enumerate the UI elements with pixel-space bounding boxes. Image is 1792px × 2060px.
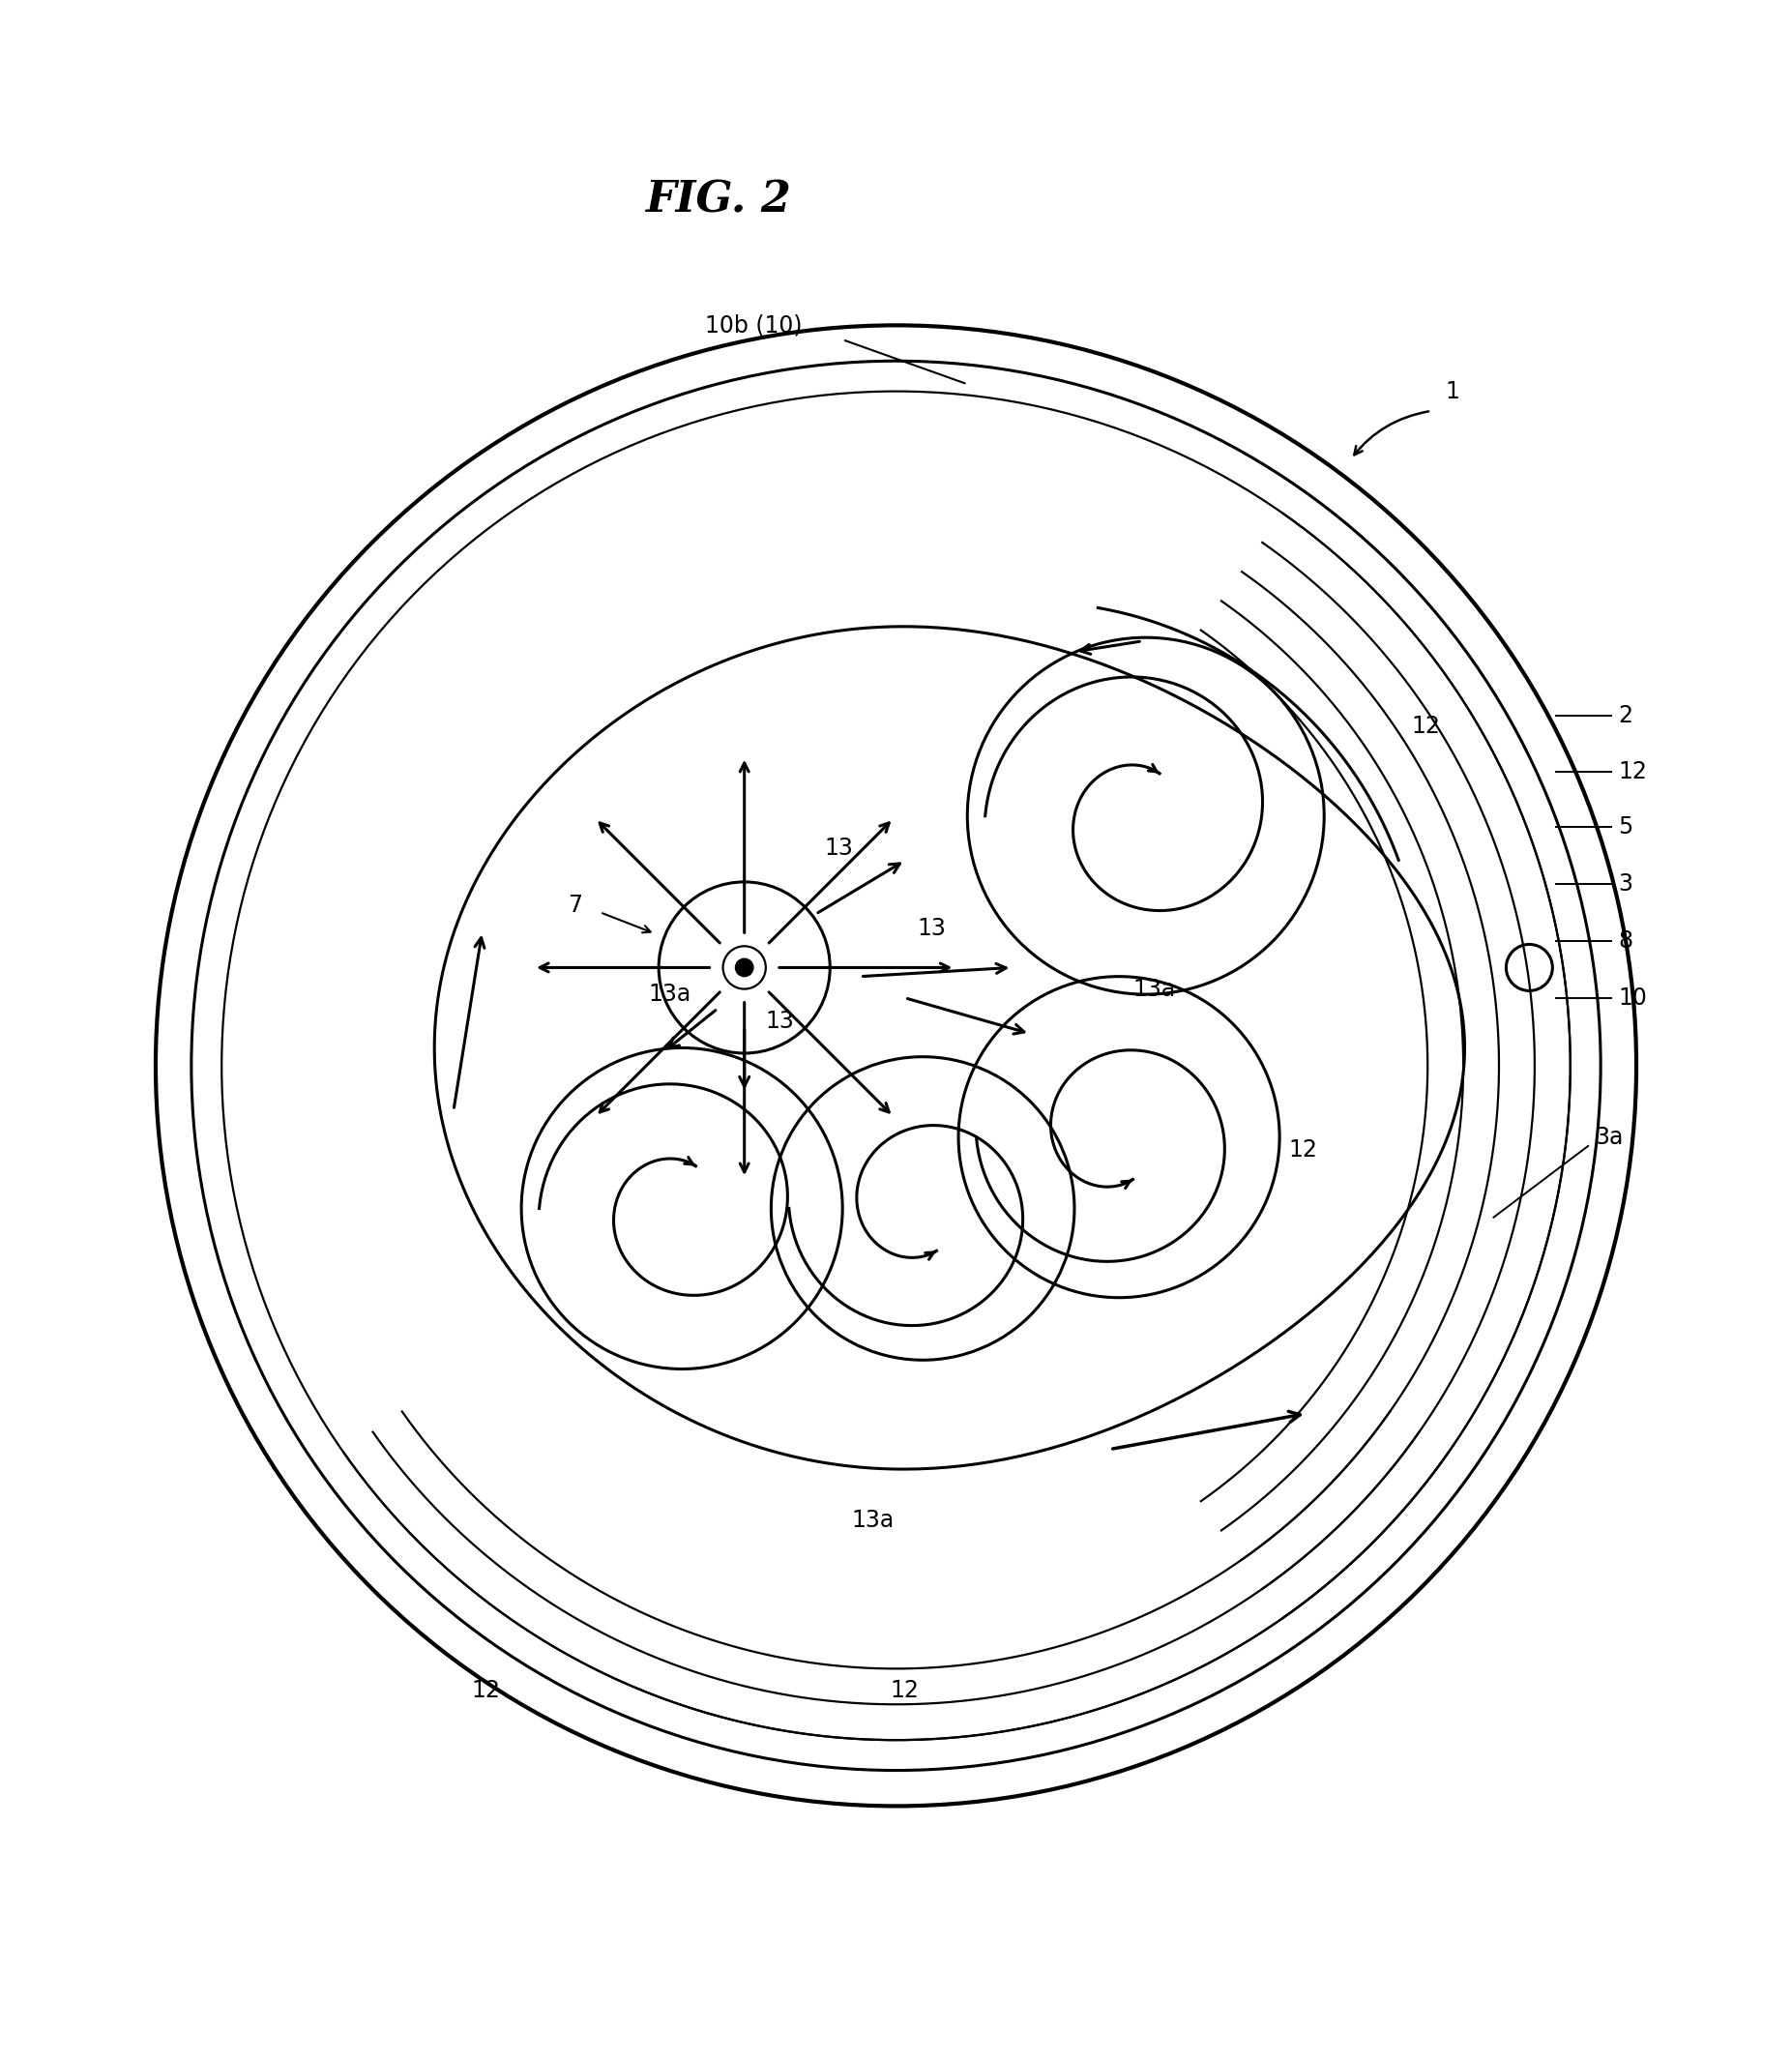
Text: 2: 2 — [1618, 705, 1633, 727]
Text: 12: 12 — [1618, 760, 1647, 783]
Text: 12: 12 — [891, 1679, 919, 1702]
Text: 12: 12 — [471, 1679, 500, 1702]
Text: 1: 1 — [1446, 379, 1460, 404]
Text: 3a: 3a — [1595, 1125, 1624, 1149]
Text: 13a: 13a — [1133, 976, 1176, 1001]
Text: 10b (10): 10b (10) — [704, 313, 801, 338]
Text: 12: 12 — [1288, 1137, 1317, 1162]
Text: 13: 13 — [765, 1009, 794, 1032]
Text: 10: 10 — [1618, 987, 1647, 1009]
Text: 13a: 13a — [649, 983, 692, 1005]
Text: 5: 5 — [1618, 816, 1633, 838]
Text: 13: 13 — [824, 836, 853, 859]
Text: 13a: 13a — [851, 1510, 894, 1533]
Text: 13: 13 — [918, 917, 946, 939]
Text: 12: 12 — [1412, 715, 1441, 737]
Text: 8: 8 — [1618, 929, 1633, 952]
Text: FIG. 2: FIG. 2 — [645, 179, 790, 220]
Text: 7: 7 — [568, 894, 582, 917]
Circle shape — [735, 958, 753, 976]
Text: 3: 3 — [1618, 871, 1633, 896]
